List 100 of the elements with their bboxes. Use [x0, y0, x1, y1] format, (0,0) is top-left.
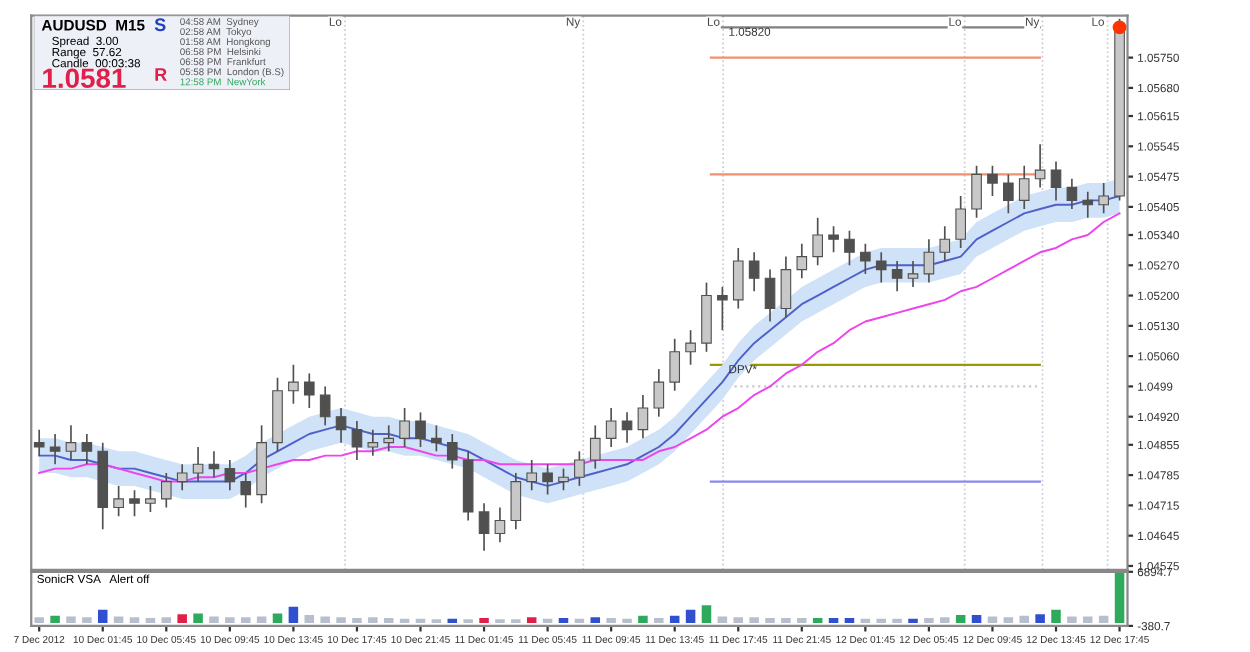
candlestick	[780, 255, 792, 319]
candlestick	[828, 225, 839, 254]
candlestick	[478, 502, 490, 552]
candlestick	[955, 195, 967, 249]
candlestick	[335, 407, 347, 444]
candlestick	[303, 372, 315, 409]
candlestick	[860, 242, 871, 275]
bar	[1083, 616, 1093, 624]
candlestick	[939, 225, 951, 262]
bar	[82, 617, 92, 624]
bar	[225, 617, 235, 624]
bar	[638, 615, 648, 624]
candlestick	[685, 329, 696, 366]
bar	[336, 617, 346, 624]
bar	[749, 617, 759, 624]
candlestick	[415, 411, 426, 448]
candlestick	[145, 485, 156, 513]
bar	[590, 617, 601, 624]
bar	[352, 617, 362, 624]
bar	[288, 606, 299, 624]
candlestick	[288, 363, 299, 405]
bar	[1035, 614, 1045, 624]
candlestick	[748, 251, 760, 293]
candlestick	[1018, 164, 1030, 210]
bar	[797, 617, 807, 624]
bar	[209, 616, 219, 624]
candlestick	[1082, 190, 1094, 219]
candlestick	[383, 424, 395, 453]
bar	[66, 616, 76, 624]
candlestick	[431, 424, 442, 453]
candlestick	[558, 467, 569, 492]
bar	[1067, 616, 1077, 624]
candlestick	[764, 268, 776, 323]
candlestick	[399, 407, 410, 448]
candlestick	[176, 463, 188, 492]
bar	[685, 609, 696, 624]
bar	[558, 617, 569, 624]
candlestick	[605, 407, 617, 448]
candlestick	[1050, 160, 1062, 202]
bar	[129, 617, 140, 624]
candlestick	[891, 260, 903, 293]
bar	[622, 618, 632, 624]
bar	[717, 616, 728, 624]
candlestick	[113, 485, 124, 518]
bar	[1003, 617, 1014, 624]
candlestick	[796, 242, 808, 280]
candlestick	[160, 472, 172, 509]
bar	[256, 616, 267, 624]
bar	[876, 618, 887, 624]
candlestick	[701, 281, 712, 353]
bar	[368, 617, 378, 624]
bar	[924, 617, 934, 624]
bar	[240, 617, 251, 624]
bar	[177, 614, 187, 624]
candlestick	[717, 286, 728, 332]
bar	[971, 614, 982, 624]
bar	[733, 617, 744, 624]
candlestick	[65, 424, 77, 461]
candlestick	[351, 420, 363, 461]
bar	[193, 613, 203, 624]
candlestick	[240, 472, 252, 509]
bar	[844, 617, 855, 624]
candlestick	[875, 251, 887, 284]
candlestick	[1066, 177, 1078, 210]
candlestick	[732, 247, 744, 310]
candlestick	[494, 506, 506, 543]
bar	[1051, 609, 1061, 624]
candlestick	[192, 446, 204, 483]
candlestick	[669, 337, 681, 392]
bar	[383, 617, 394, 624]
candlestick	[224, 459, 236, 492]
bar	[940, 617, 950, 624]
annotation: R	[155, 68, 167, 81]
candlestick	[621, 411, 633, 444]
bar	[828, 617, 839, 624]
candlestick	[510, 472, 522, 531]
bar	[908, 618, 918, 624]
candlestick	[1003, 173, 1014, 215]
bar	[479, 617, 489, 624]
annotation: S	[154, 18, 166, 32]
candlestick	[542, 463, 553, 496]
candlestick	[129, 489, 140, 518]
candlestick	[49, 433, 61, 466]
candlestick	[367, 428, 379, 457]
bar	[781, 617, 791, 624]
candlestick	[33, 428, 45, 457]
bar	[987, 616, 998, 624]
candlestick	[844, 229, 855, 267]
bar	[50, 615, 60, 624]
candlestick	[446, 433, 458, 470]
bar	[654, 617, 664, 624]
bar	[145, 617, 156, 624]
candlestick	[1098, 182, 1109, 215]
bar	[113, 616, 124, 624]
bar	[526, 617, 537, 624]
bar	[1019, 615, 1029, 624]
bar	[812, 617, 823, 624]
annotation: 1.0581	[43, 68, 126, 89]
candlestick	[987, 164, 998, 197]
candlestick	[319, 385, 331, 427]
